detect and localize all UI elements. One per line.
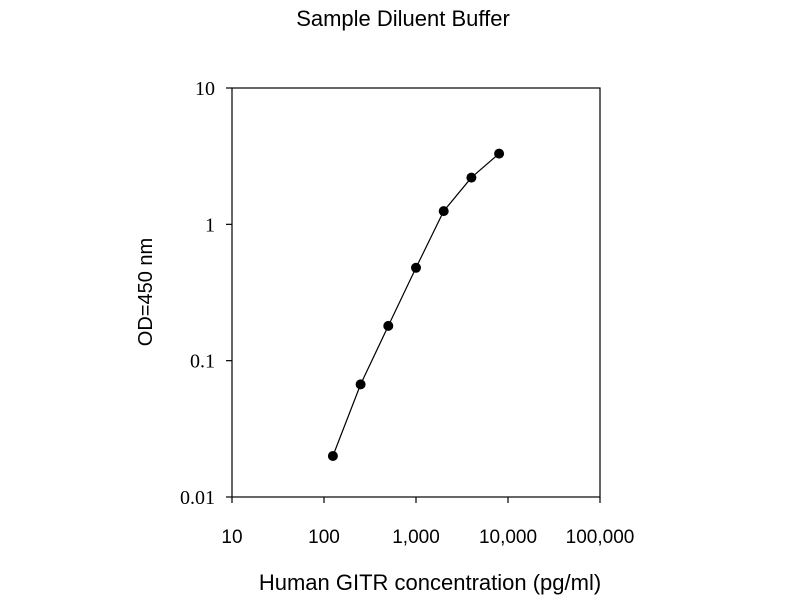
data-point [494, 148, 505, 159]
data-point [383, 320, 394, 331]
x-tick-label: 100 [308, 527, 340, 548]
y-tick-label: 0.1 [190, 351, 215, 373]
y-axis-label: OD=450 nm [135, 238, 157, 346]
data-point [411, 262, 421, 273]
series-line [332, 153, 500, 457]
chart-title: Sample Diluent Buffer [296, 6, 510, 31]
y-tick-label: 0.01 [180, 487, 215, 509]
x-tick-label: 100,000 [566, 527, 635, 548]
data-point [438, 206, 449, 217]
x-axis-label: Human GITR concentration (pg/ml) [259, 570, 601, 595]
x-tick-label: 10,000 [479, 527, 537, 548]
x-tick-label: 10 [221, 527, 242, 548]
y-tick-label: 10 [195, 78, 215, 100]
y-axis-ticks: 10 1 0.1 0.01 [180, 78, 232, 509]
plot-area-frame [231, 87, 601, 498]
data-point [327, 451, 338, 461]
x-tick-label: 1,000 [392, 527, 440, 548]
data-point [466, 172, 477, 183]
series-points [327, 148, 505, 461]
y-tick-label: 1 [205, 214, 215, 236]
x-axis-ticks: 10 100 1,000 10,000 100,000 [221, 497, 634, 548]
data-point [355, 379, 366, 390]
